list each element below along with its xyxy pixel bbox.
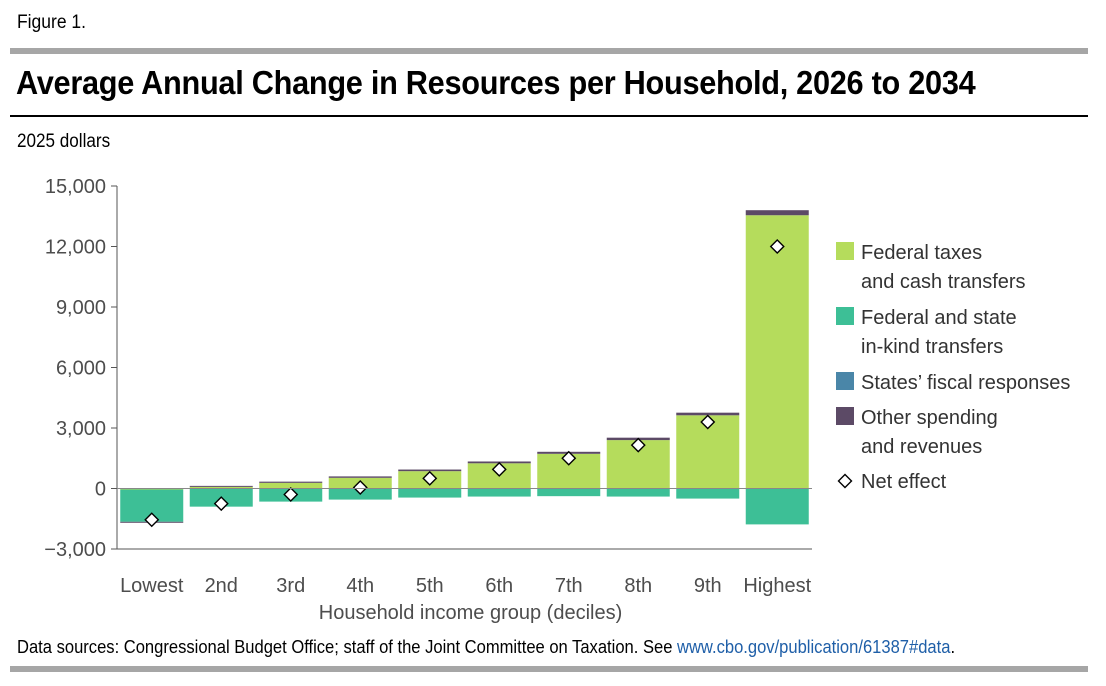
bar-segment (676, 412, 740, 416)
legend-label: Other spending (861, 407, 998, 429)
legend-swatch (836, 372, 854, 390)
bar-segment (189, 486, 253, 489)
title-rule (10, 115, 1088, 117)
bar-segment (120, 488, 184, 490)
units-label: 2025 dollars (17, 131, 111, 152)
legend-swatch (836, 407, 854, 425)
bar-segment (676, 488, 740, 499)
markers-layer (144, 239, 785, 528)
y-tick-label: −3,000 (44, 539, 106, 561)
bar-segment (745, 488, 809, 525)
x-tick-label: 3rd (276, 575, 305, 597)
y-tick-label: 12,000 (45, 237, 106, 259)
bar-segment (745, 210, 809, 216)
chart-title: Average Annual Change in Resources per H… (16, 64, 976, 101)
y-tick-label: 0 (95, 479, 106, 501)
x-tick-label: Lowest (120, 575, 184, 597)
source-link[interactable]: www.cbo.gov/publication/61387#data (677, 637, 951, 657)
bar-segment (745, 215, 809, 489)
bar-segment (606, 488, 670, 497)
net-effect-marker (491, 461, 507, 477)
net-effect-marker (561, 450, 577, 466)
legend-label: in-kind transfers (861, 336, 1003, 358)
bar-segment (328, 476, 392, 478)
bar-segment (189, 485, 253, 487)
bar-segment (259, 481, 323, 483)
footer-suffix: . (950, 637, 956, 657)
legend-label: Net effect (861, 471, 947, 493)
legend-swatch (836, 307, 854, 325)
bar-segment (467, 488, 531, 497)
net-effect-marker (352, 480, 368, 495)
net-effect-marker (422, 470, 438, 486)
legend-swatch (836, 242, 854, 260)
x-tick-label: 7th (555, 575, 583, 597)
bar-segment (537, 488, 601, 497)
x-tick-label: 6th (485, 575, 513, 597)
net-effect-marker (213, 496, 229, 512)
legend: Federal taxes and cash transfers Federal a… (836, 242, 1070, 493)
x-tick-label: 9th (694, 575, 722, 597)
net-effect-marker (769, 239, 785, 254)
data-sources-note: Data sources: Congressional Budget Offic… (17, 637, 955, 658)
x-tick-label: 8th (624, 575, 652, 597)
legend-net-effect-icon (837, 473, 853, 489)
footer-text: Data sources: Congressional Budget Offic… (17, 637, 678, 657)
legend-label: and cash transfers (861, 271, 1026, 293)
x-tick-label: 2nd (205, 575, 238, 597)
bar-segment (259, 482, 323, 489)
net-effect-marker (700, 414, 716, 430)
bar-segment (398, 469, 462, 472)
x-axis-title: Household income group (deciles) (319, 602, 623, 624)
figure-label: Figure 1. (17, 12, 86, 33)
net-effect-marker (144, 512, 160, 528)
top-rule (10, 48, 1088, 54)
x-tick-label: Highest (743, 575, 811, 597)
bar-segment (398, 488, 462, 498)
legend-label: Federal and state (861, 307, 1017, 329)
legend-label: and revenues (861, 436, 982, 458)
y-tick-label: 3,000 (56, 418, 106, 440)
y-tick-label: 15,000 (45, 176, 106, 198)
legend-label: States’ fiscal responses (861, 372, 1070, 394)
x-tick-label: 4th (346, 575, 374, 597)
bars-layer (120, 210, 809, 525)
net-effect-marker (630, 437, 646, 453)
y-tick-label: 6,000 (56, 358, 106, 380)
axis-layer: −3,000 0 3,000 6,000 9,000 12,000 15,000 Lowest… (44, 176, 812, 624)
bottom-rule (10, 666, 1088, 672)
y-tick-label: 9,000 (56, 297, 106, 319)
x-tick-label: 5th (416, 575, 444, 597)
net-effect-marker (283, 487, 299, 503)
legend-label: Federal taxes (861, 242, 982, 264)
